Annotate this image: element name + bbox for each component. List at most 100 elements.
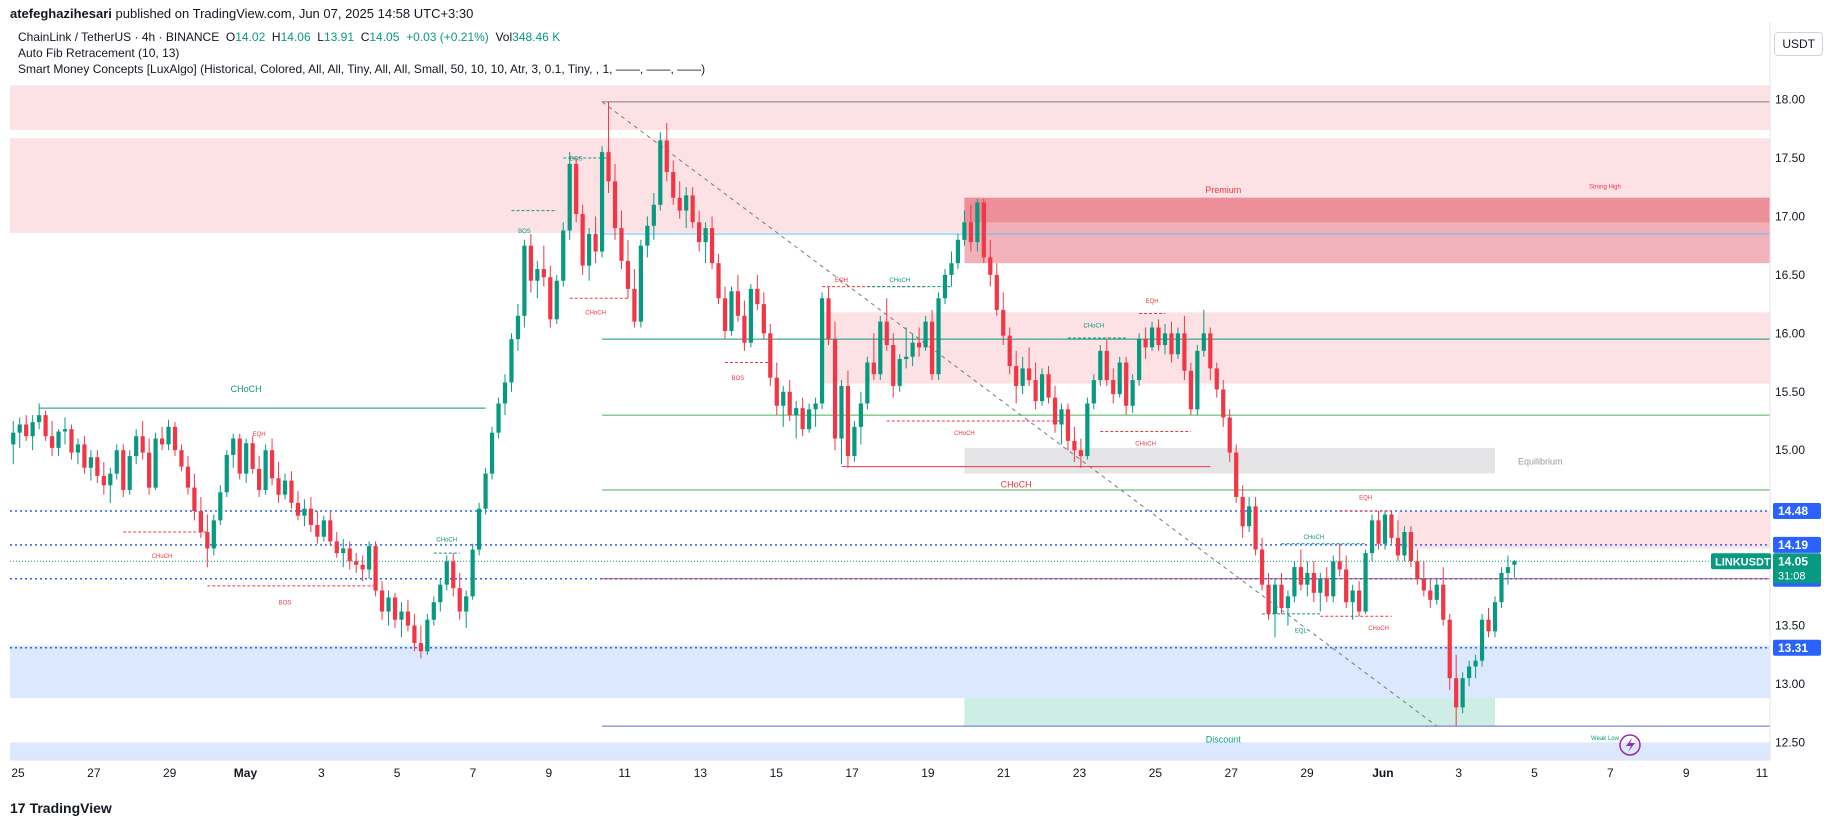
candle (1001, 292, 1006, 346)
candle-body (444, 561, 449, 585)
candle (379, 581, 385, 620)
candle-body (1247, 506, 1252, 527)
candle-body (858, 403, 863, 427)
price-tick-label: 17.50 (1775, 151, 1805, 165)
ohlc-l-label: L (317, 30, 324, 44)
candle (697, 210, 702, 252)
time-tick-label: 5 (394, 766, 401, 780)
time-tick-label: 9 (1683, 766, 1690, 780)
candle-body (295, 502, 301, 516)
time-tick-label: 5 (1531, 766, 1538, 780)
time-tick-label: 29 (163, 766, 177, 780)
current-price-text: 14.05 (1778, 554, 1808, 568)
candle-body (1001, 309, 1006, 336)
labels-layer: Premium Strong High Equilibrium Discount Wea… (152, 156, 1621, 744)
candle-body (82, 444, 87, 468)
candle-body (826, 298, 831, 340)
candle (114, 444, 119, 480)
candle (813, 397, 818, 427)
candle-body (975, 202, 980, 243)
candle (1059, 403, 1064, 445)
candle (1027, 347, 1032, 386)
symbol-name[interactable]: ChainLink / TetherUS · 4h · BINANCE (18, 30, 220, 44)
candle (1111, 368, 1116, 404)
candle-body (502, 382, 508, 404)
indicator-fib-legend[interactable]: Auto Fib Retracement (10, 13) (18, 46, 180, 60)
time-tick-label: 13 (694, 766, 708, 780)
candle-body (671, 172, 676, 198)
candle-body (282, 480, 288, 495)
candle (1492, 596, 1498, 638)
symbol-tag-box (1711, 553, 1771, 570)
candle (929, 309, 935, 381)
candle-body (1492, 602, 1498, 632)
candle-body (528, 245, 533, 281)
candle (392, 592, 398, 628)
candle (418, 625, 423, 659)
candle-body (755, 288, 760, 305)
candle-body (1324, 578, 1329, 597)
smc-label: EQH (835, 278, 848, 284)
smc-label: BOS (279, 601, 292, 607)
candle-body (1499, 572, 1504, 603)
candle-body (11, 432, 16, 445)
price-tick-label: 12.50 (1775, 735, 1805, 749)
candle-body (1350, 590, 1355, 603)
candle (1240, 485, 1245, 538)
smc-label: EQL (1295, 629, 1308, 635)
candle (1505, 555, 1511, 585)
candle-body (88, 457, 93, 468)
candle-body (561, 230, 566, 281)
candle-body (761, 304, 766, 334)
indicator-smc-legend[interactable]: Smart Money Concepts [LuxAlgo] (Historic… (18, 62, 706, 76)
time-tick-label: 7 (1607, 766, 1614, 780)
candle-body (697, 222, 702, 243)
candle (1020, 356, 1025, 395)
candle (599, 146, 605, 258)
candle-body (735, 291, 741, 316)
candle (677, 181, 682, 219)
countdown-text: 31:08 (1778, 570, 1806, 582)
candle (832, 321, 838, 451)
smc-label: Strong High (1589, 184, 1621, 190)
candle (367, 541, 372, 579)
candle-body (464, 596, 469, 612)
candle-body (787, 391, 792, 416)
currency-button[interactable]: USDT (1774, 32, 1823, 56)
candle (1479, 613, 1485, 667)
candle-body (1376, 520, 1381, 544)
candle-body (1240, 496, 1245, 527)
candle (69, 424, 74, 460)
time-tick-label: 7 (470, 766, 477, 780)
candle-body (489, 432, 495, 474)
zone-box (10, 742, 1770, 760)
candle-body (845, 385, 851, 457)
candle-body (244, 443, 249, 474)
candle-body (431, 602, 436, 620)
candle (1162, 323, 1168, 355)
candle (1039, 368, 1045, 406)
zones-layer (10, 85, 1770, 760)
candle-body (587, 233, 592, 266)
candle (1331, 555, 1336, 603)
candle (1344, 555, 1349, 609)
price-tick-label: 17.00 (1775, 209, 1805, 223)
candle (606, 101, 611, 194)
candle-body (341, 548, 346, 554)
candle (671, 160, 676, 205)
candle-body (535, 269, 540, 281)
candle (1454, 654, 1459, 727)
candle-body (1014, 366, 1019, 386)
candle (334, 532, 339, 558)
tradingview-logo[interactable]: 17 TradingView (10, 800, 112, 816)
structure-layer (39, 157, 1392, 617)
candle (1350, 584, 1355, 620)
candle (1298, 549, 1303, 591)
candle-body (1117, 362, 1122, 395)
candle (464, 590, 469, 628)
author-name[interactable]: atefeghazihesari (10, 6, 112, 21)
candle (11, 421, 16, 465)
candle-body (1175, 333, 1181, 355)
candle (574, 157, 579, 223)
